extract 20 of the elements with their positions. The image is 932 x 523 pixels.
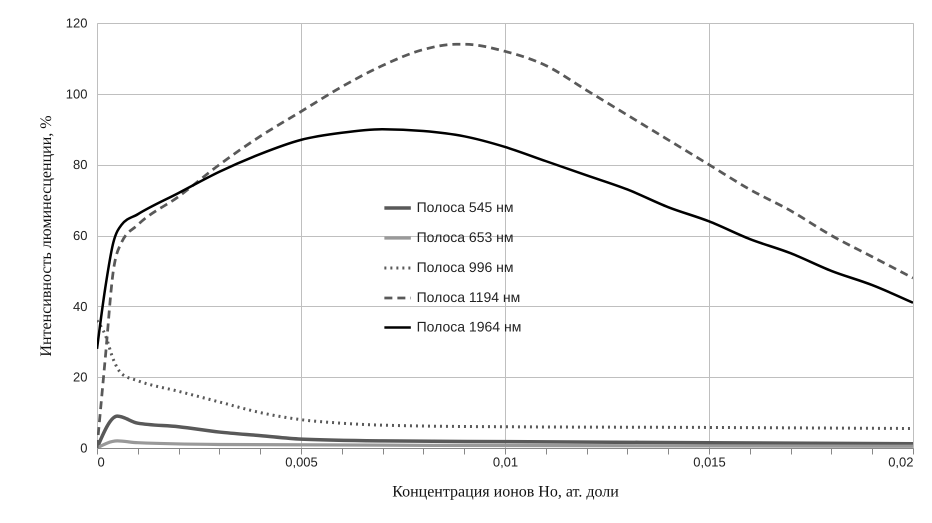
x-tick-label: 0,015 bbox=[693, 454, 726, 470]
y-tick-label: 120 bbox=[66, 16, 88, 30]
line-series bbox=[97, 128, 913, 350]
y-tick-label: 20 bbox=[73, 370, 88, 385]
y-tick-label: 100 bbox=[66, 86, 88, 102]
x-tick-label: 0,02 bbox=[888, 454, 914, 470]
y-tick-label: 80 bbox=[73, 157, 88, 172]
x-tick-label: 0,01 bbox=[492, 454, 518, 470]
x-tick-label: 0,005 bbox=[285, 454, 318, 470]
y-tick-label: 40 bbox=[73, 298, 88, 314]
legend-label: Полоса 653 нм bbox=[416, 229, 514, 245]
legend-label: Полоса 1194 нм bbox=[416, 289, 520, 305]
legend-label: Полоса 545 нм bbox=[416, 199, 514, 215]
legend-label: Полоса 1964 нм bbox=[416, 318, 522, 334]
y-tick-label: 0 bbox=[80, 440, 88, 456]
x-axis-title: Концентрация ионов Ho, ат. доли bbox=[392, 484, 620, 500]
legend-label: Полоса 996 нм bbox=[416, 259, 514, 275]
y-axis-title: Интенсивность люминесценции, % bbox=[38, 115, 55, 357]
y-tick-label: 60 bbox=[73, 228, 88, 243]
x-tick-label: 0 bbox=[98, 454, 105, 470]
